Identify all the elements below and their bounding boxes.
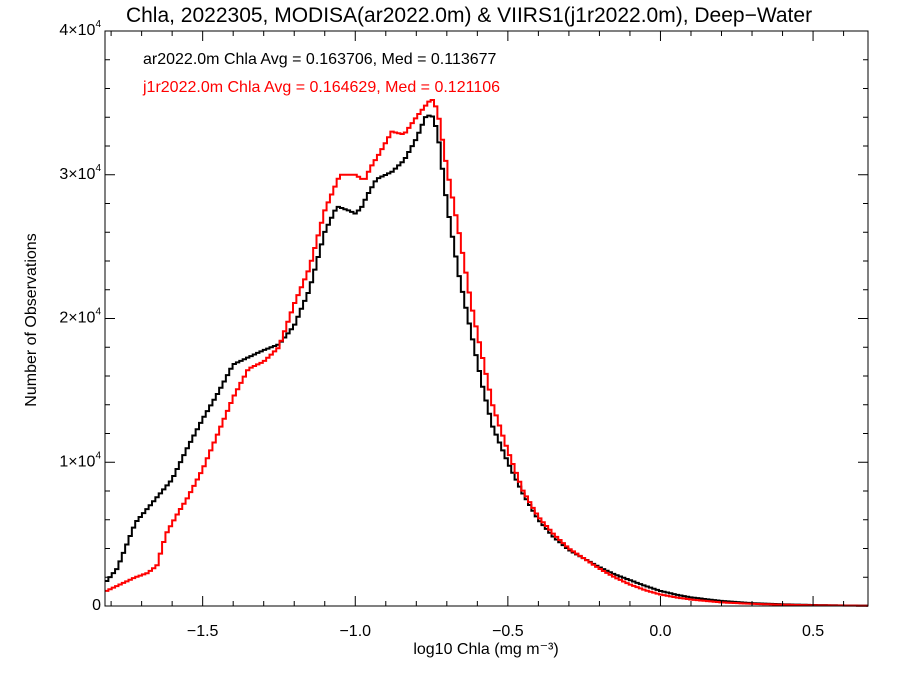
x-tick-label: −0.5 xyxy=(492,623,524,640)
x-tick-label: −1.5 xyxy=(187,623,219,640)
series-line-1 xyxy=(105,99,869,607)
x-tick-label: −1.0 xyxy=(339,623,371,640)
y-axis-label: Number of Observations xyxy=(23,233,40,406)
plot-frame xyxy=(104,30,869,607)
x-tick-label: 0.5 xyxy=(802,623,824,640)
series-layer xyxy=(105,99,869,607)
tick-layer: −1.5 −1.0 −0.5 0.0 0.5 0 1×104 2×104 3×104 4×104 xyxy=(59,19,868,640)
x-tick-label: 0.0 xyxy=(649,623,671,640)
x-axis-label: log10 Chla (mg m⁻³) xyxy=(413,641,558,658)
legend-annotation-j1r2022: j1r2022.0m Chla Avg = 0.164629, Med = 0.… xyxy=(142,79,500,96)
y-tick-label: 4×104 xyxy=(59,19,101,39)
y-tick-label: 0 xyxy=(92,597,101,614)
series-line-0 xyxy=(105,114,869,607)
y-tick-label: 1×104 xyxy=(59,450,101,470)
legend-annotation-ar2022: ar2022.0m Chla Avg = 0.163706, Med = 0.1… xyxy=(143,51,497,68)
y-tick-label: 2×104 xyxy=(59,307,101,327)
chart-title: Chla, 2022305, MODISA(ar2022.0m) & VIIRS… xyxy=(126,4,812,27)
y-tick-label: 3×104 xyxy=(59,163,101,183)
